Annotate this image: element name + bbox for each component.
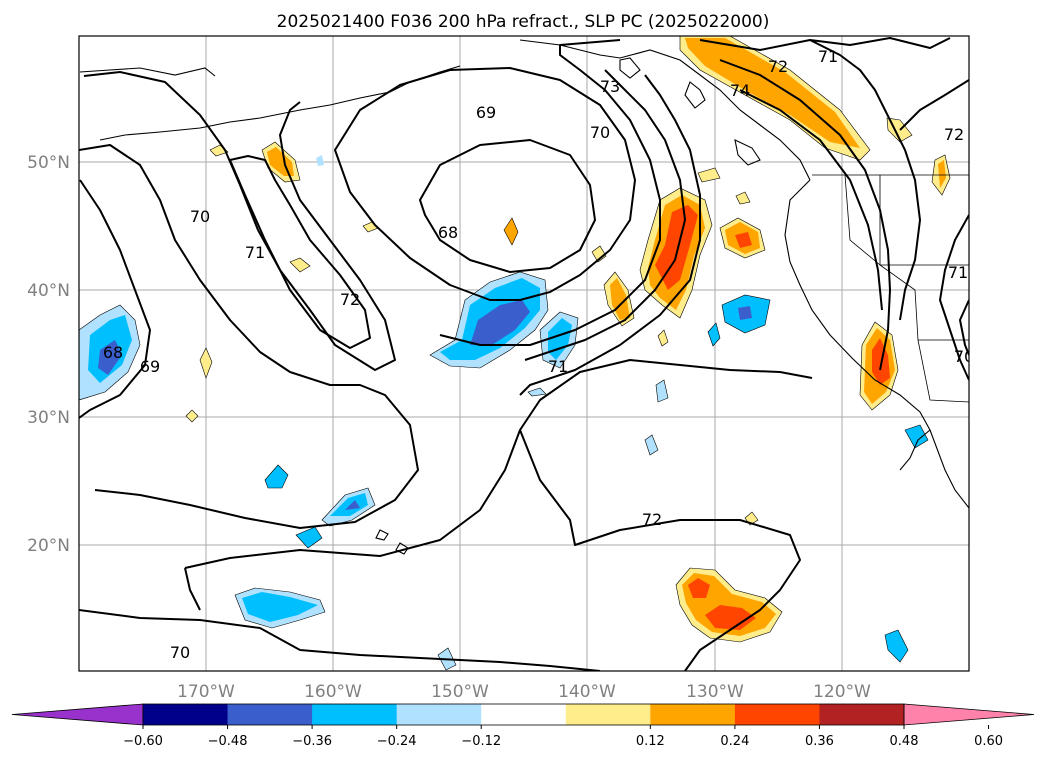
- neg-blob: [738, 306, 752, 320]
- colorbar-tick-label: −0.48: [208, 734, 248, 749]
- colorbar-ticks: −0.60 −0.48 −0.36 −0.24 −0.12 0.12 0.24 0.36 0.4…: [123, 725, 1003, 749]
- neg-blob: [264, 464, 289, 489]
- colorbar-tick-label: −0.12: [461, 734, 501, 749]
- lat-label: 40°N: [27, 281, 70, 301]
- colorbar-segment: [650, 704, 736, 725]
- pos-blob: [199, 347, 213, 379]
- contour-label: 73: [600, 77, 620, 96]
- lon-label: 170°W: [177, 682, 235, 702]
- pos-blob: [735, 232, 752, 248]
- neg-blob: [655, 379, 669, 403]
- lat-label: 50°N: [27, 153, 70, 173]
- pos-blob: [685, 38, 860, 148]
- contour-label: 70: [190, 207, 210, 226]
- neg-blob: [330, 493, 368, 516]
- contour-label: 70: [170, 643, 190, 662]
- map-title: 2025021400 F036 200 hPa refract., SLP PC…: [277, 12, 770, 32]
- colorbar-segment: [481, 704, 567, 725]
- colorbar-segment: [143, 704, 229, 725]
- pos-blob: [688, 578, 710, 598]
- contour-label: 71: [818, 47, 838, 66]
- lat-label: 20°N: [27, 536, 70, 556]
- slp-contours: [79, 37, 969, 671]
- contour-label: 74: [730, 81, 750, 100]
- political-borders: [812, 174, 969, 403]
- neg-blob: [316, 155, 324, 166]
- neg-blob: [242, 592, 318, 622]
- contour-label: 72: [642, 510, 662, 529]
- colorbar-segment: [565, 704, 651, 725]
- contour-label: 71: [245, 243, 265, 262]
- pos-blob: [938, 160, 946, 188]
- neg-blob: [527, 387, 547, 397]
- neg-blob: [707, 322, 721, 347]
- colorbar-tick-label: 0.48: [890, 734, 919, 749]
- colorbar-extend-low: [11, 703, 144, 726]
- map-frame: [78, 35, 970, 672]
- refractivity-fill: [79, 36, 951, 671]
- pos-blob: [657, 329, 669, 347]
- contour-label: 69: [140, 357, 160, 376]
- neg-blob: [98, 340, 122, 375]
- lon-label: 160°W: [304, 682, 362, 702]
- pos-blob: [503, 217, 519, 246]
- contour-label: 68: [438, 223, 458, 242]
- contour-label: 71: [548, 357, 568, 376]
- contour-labels: 69 68 70 71 72 73 74 71 72 72 70 71 72 6…: [103, 47, 974, 662]
- colorbar-tick-label: 0.60: [974, 734, 1003, 749]
- colorbar-segment: [227, 704, 313, 725]
- lon-label: 130°W: [686, 682, 744, 702]
- lon-labels: 170°W 160°W 150°W 140°W 130°W 120°W: [177, 682, 871, 702]
- colorbar-segment: [396, 704, 482, 725]
- neg-blob: [884, 629, 909, 663]
- contour-label: 71: [948, 263, 968, 282]
- contour-label: 72: [768, 57, 788, 76]
- lon-label: 140°W: [558, 682, 616, 702]
- pos-blob: [655, 205, 698, 290]
- colorbar-segment: [312, 704, 398, 725]
- contour-label: 70: [590, 123, 610, 142]
- colorbar-tick-label: −0.60: [123, 734, 163, 749]
- colorbar-outline: [142, 703, 905, 726]
- pos-blob: [185, 409, 199, 423]
- colorbar-tick-label: 0.12: [636, 734, 665, 749]
- lon-label: 120°W: [813, 682, 871, 702]
- colorbar-tick-label: −0.24: [377, 734, 417, 749]
- colorbar-tick-label: 0.24: [720, 734, 749, 749]
- lon-label: 150°W: [431, 682, 489, 702]
- pos-blob: [697, 167, 721, 183]
- colorbar-segment: [734, 704, 820, 725]
- pos-blob: [591, 245, 607, 263]
- lat-labels: 50°N 40°N 30°N 20°N: [27, 153, 70, 556]
- colorbar-segment: [819, 704, 905, 725]
- contour-label: 72: [340, 290, 360, 309]
- pos-blob: [886, 117, 913, 143]
- neg-blob: [470, 300, 530, 345]
- neg-blob: [904, 424, 929, 449]
- contour-label: 69: [476, 103, 496, 122]
- neg-blob: [345, 500, 360, 510]
- lat-label: 30°N: [27, 408, 70, 428]
- contour-label: 70: [954, 347, 974, 366]
- coastlines: [79, 39, 969, 555]
- colorbar-tick-label: −0.36: [292, 734, 332, 749]
- pos-blob: [209, 144, 229, 157]
- colorbar-extend-high: [903, 703, 1035, 726]
- contour-label: 72: [944, 125, 964, 144]
- colorbar: [11, 703, 1035, 726]
- pos-blob: [705, 605, 756, 630]
- pos-blob: [289, 257, 311, 273]
- neg-blob: [644, 434, 659, 456]
- contour-label: 68: [103, 343, 123, 362]
- colorbar-tick-label: 0.36: [805, 734, 834, 749]
- pos-blob: [735, 191, 751, 205]
- neg-blob: [295, 526, 323, 549]
